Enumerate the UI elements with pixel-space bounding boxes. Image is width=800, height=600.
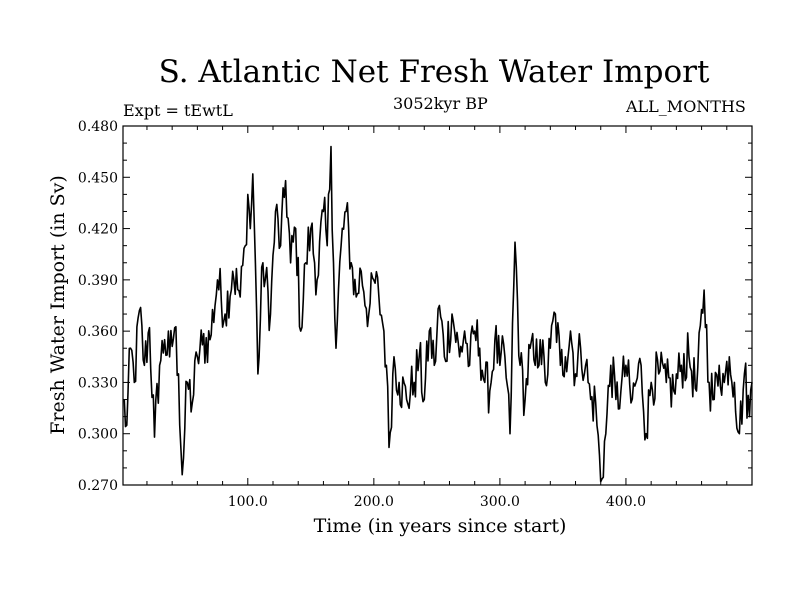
x-tick-label: 100.0 [228,494,268,510]
y-tick-label: 0.390 [78,273,118,289]
y-tick-label: 0.300 [78,427,118,443]
x-axis-label: Time (in years since start) [314,515,567,537]
x-tick-label: 300.0 [480,494,520,510]
y-tick-label: 0.420 [78,222,118,238]
plot-frame [122,125,753,486]
chart-title: S. Atlantic Net Fresh Water Import [158,54,710,90]
x-tick-label: 200.0 [354,494,394,510]
x-tick-label: 400.0 [606,494,646,510]
y-axis-label: Fresh Water Import (in Sv) [47,175,69,435]
series-line-fresh-water-import [122,145,753,483]
tick-labels: 0.270 0.300 0.330 0.360 0.390 0.420 0.450 0.480… [78,119,646,510]
y-tick-label: 0.480 [78,119,118,135]
y-tick-label: 0.450 [78,170,118,186]
y-tick-label: 0.330 [78,375,118,391]
y-tick-label: 0.270 [78,478,118,494]
tick-marks [123,125,752,486]
experiment-label: Expt = tEwtL [123,101,233,120]
period-label: 3052kyr BP [393,94,488,113]
months-label: ALL_MONTHS [626,97,746,116]
y-tick-label: 0.360 [78,324,118,340]
